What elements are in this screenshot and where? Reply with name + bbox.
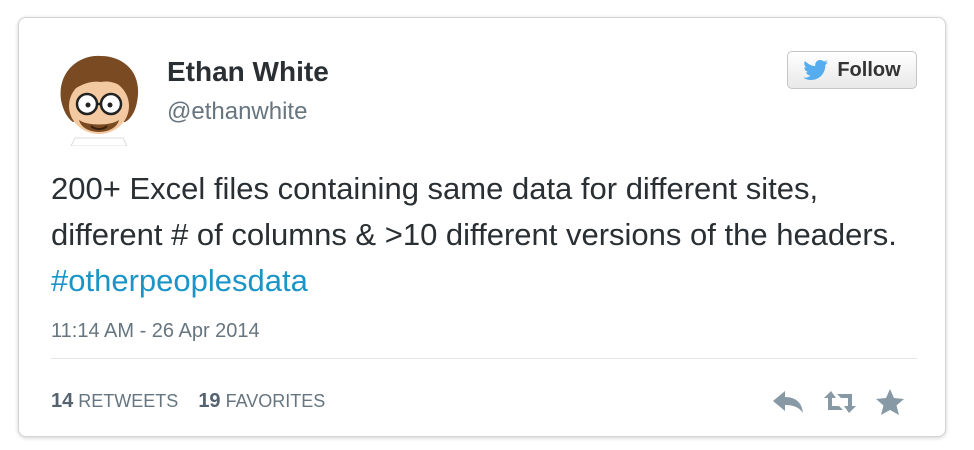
retweets-label[interactable]: RETWEETS <box>78 391 179 411</box>
retweet-icon[interactable] <box>823 389 857 415</box>
retweets-count[interactable]: 14 <box>51 390 74 412</box>
reply-icon[interactable] <box>771 389 805 415</box>
user-handle[interactable]: @ethanwhite <box>167 98 308 125</box>
twitter-bird-icon <box>803 60 829 80</box>
hashtag-link[interactable]: #otherpeoplesdata <box>51 263 308 298</box>
divider <box>51 358 917 359</box>
tweet-timestamp[interactable]: 11:14 AM - 26 Apr 2014 <box>51 320 260 342</box>
tweet-body: 200+ Excel files containing same data fo… <box>51 171 897 252</box>
tweet-actions <box>771 388 905 416</box>
avatar[interactable] <box>51 50 147 146</box>
tweet-text: 200+ Excel files containing same data fo… <box>51 166 911 304</box>
favorites-count[interactable]: 19 <box>198 390 221 412</box>
follow-button[interactable]: Follow <box>787 51 917 89</box>
tweet-stats: 14 RETWEETS 19 FAVORITES <box>51 390 325 413</box>
favorites-label[interactable]: FAVORITES <box>225 391 326 411</box>
favorite-star-icon[interactable] <box>875 388 905 416</box>
follow-button-label: Follow <box>837 58 901 81</box>
user-display-name[interactable]: Ethan White <box>167 56 329 87</box>
tweet-card: Ethan White @ethanwhite Follow 200+ Exce… <box>18 17 946 437</box>
